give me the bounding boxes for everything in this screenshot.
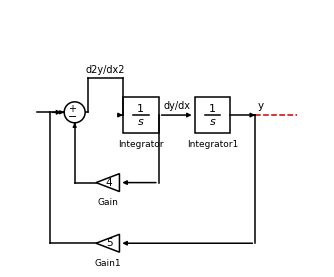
Text: Integrator1: Integrator1 xyxy=(187,140,238,149)
Polygon shape xyxy=(96,174,120,192)
Text: 1: 1 xyxy=(137,104,144,114)
Text: Integrator: Integrator xyxy=(118,140,164,149)
Text: d2y/dx2: d2y/dx2 xyxy=(86,65,125,75)
Text: s: s xyxy=(138,117,144,127)
Text: 5: 5 xyxy=(106,238,113,248)
Text: 1: 1 xyxy=(209,104,216,114)
Text: dy/dx: dy/dx xyxy=(163,101,190,111)
Bar xyxy=(195,97,230,133)
Text: +: + xyxy=(68,104,76,114)
Polygon shape xyxy=(96,234,120,252)
Text: −: − xyxy=(67,112,77,122)
Text: s: s xyxy=(210,117,215,127)
Text: Gain: Gain xyxy=(97,198,118,207)
Text: Gain1: Gain1 xyxy=(95,259,121,268)
Bar xyxy=(123,97,159,133)
Text: 4: 4 xyxy=(106,178,113,188)
Circle shape xyxy=(64,102,85,123)
Text: y: y xyxy=(258,101,264,111)
